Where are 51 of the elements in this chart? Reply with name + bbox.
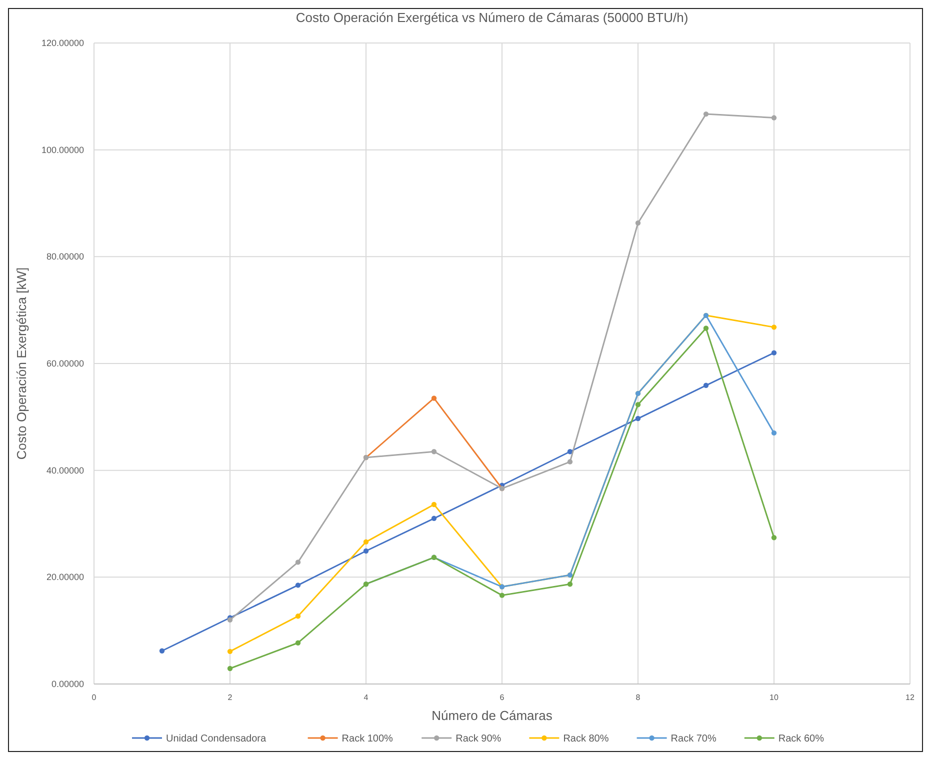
chart-title: Costo Operación Exergética vs Número de Cámaras (50000 BTU/h) — [296, 10, 688, 25]
point — [703, 326, 709, 331]
point — [771, 324, 777, 330]
y-tick-label: 100.00000 — [41, 144, 84, 155]
x-tick-label: 0 — [92, 693, 97, 702]
point — [499, 592, 505, 598]
x-tick-label: 4 — [364, 693, 369, 702]
point — [227, 666, 233, 672]
point — [771, 430, 777, 436]
legend-label: Rack 60% — [778, 734, 824, 744]
x-tick-label: 12 — [906, 693, 915, 702]
legend-label: Rack 100% — [342, 734, 394, 744]
y-axis-title: Costo Operación Exergética [kW] — [14, 267, 29, 460]
point — [431, 502, 437, 508]
point — [771, 535, 777, 540]
point — [703, 111, 709, 117]
x-tick-label: 2 — [228, 693, 233, 702]
point — [363, 548, 369, 554]
y-tick-label: 60.00000 — [46, 358, 84, 368]
point — [635, 416, 641, 422]
point — [431, 396, 437, 401]
y-tick-label: 40.00000 — [46, 465, 84, 476]
y-tick-label: 0.00000 — [51, 679, 84, 689]
point — [227, 648, 233, 654]
y-tick-label: 120.00000 — [41, 38, 84, 48]
x-tick-label: 8 — [636, 693, 641, 702]
legend-label: Rack 70% — [670, 734, 716, 744]
y-tick-label: 80.00000 — [46, 252, 84, 262]
legend-label: Unidad Condensadora — [166, 734, 267, 744]
point — [431, 516, 437, 522]
y-tick-label: 20.00000 — [46, 572, 84, 582]
point — [635, 220, 641, 226]
x-tick-label: 6 — [500, 693, 505, 702]
point — [567, 582, 573, 587]
legend-label: Rack 80% — [563, 734, 609, 744]
point — [363, 539, 369, 545]
x-axis-title: Número de Cámaras — [432, 708, 553, 723]
point — [295, 582, 301, 588]
point — [567, 449, 573, 454]
point — [295, 560, 301, 565]
x-tick-label: 10 — [770, 693, 779, 702]
point — [431, 449, 437, 454]
point — [635, 402, 641, 408]
point — [567, 459, 573, 464]
point — [703, 382, 709, 388]
point — [295, 614, 301, 619]
legend-label: Rack 90% — [456, 734, 502, 744]
point — [159, 648, 165, 654]
point — [771, 350, 777, 356]
point — [295, 640, 301, 646]
point — [771, 115, 777, 120]
